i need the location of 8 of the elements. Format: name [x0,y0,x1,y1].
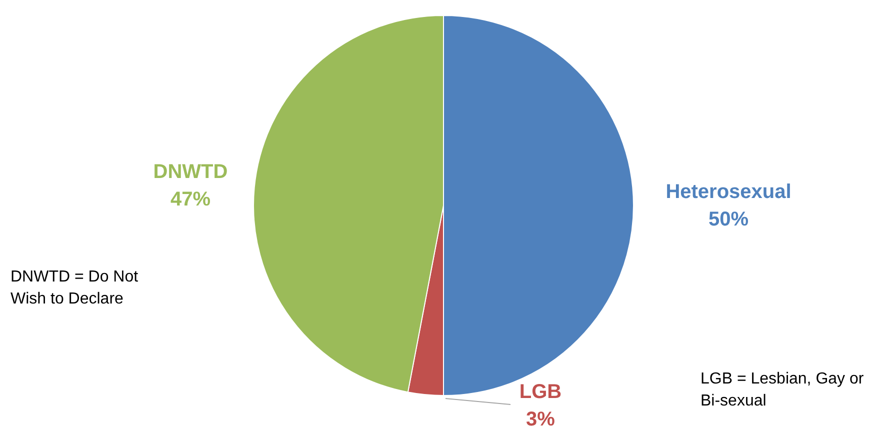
text: DNWTD = Do Not Wish to Declare [10,268,139,308]
data-label: 47% [170,188,211,210]
slice-label: LGB [519,380,562,403]
data-label: 3% [526,408,556,430]
text: LGB = Lesbian, Gay or Bi-sexual [700,370,864,410]
slice-label: Heterosexual [666,180,792,203]
data-label: 50% [708,208,749,230]
slice-label: DNWTD [153,160,228,183]
